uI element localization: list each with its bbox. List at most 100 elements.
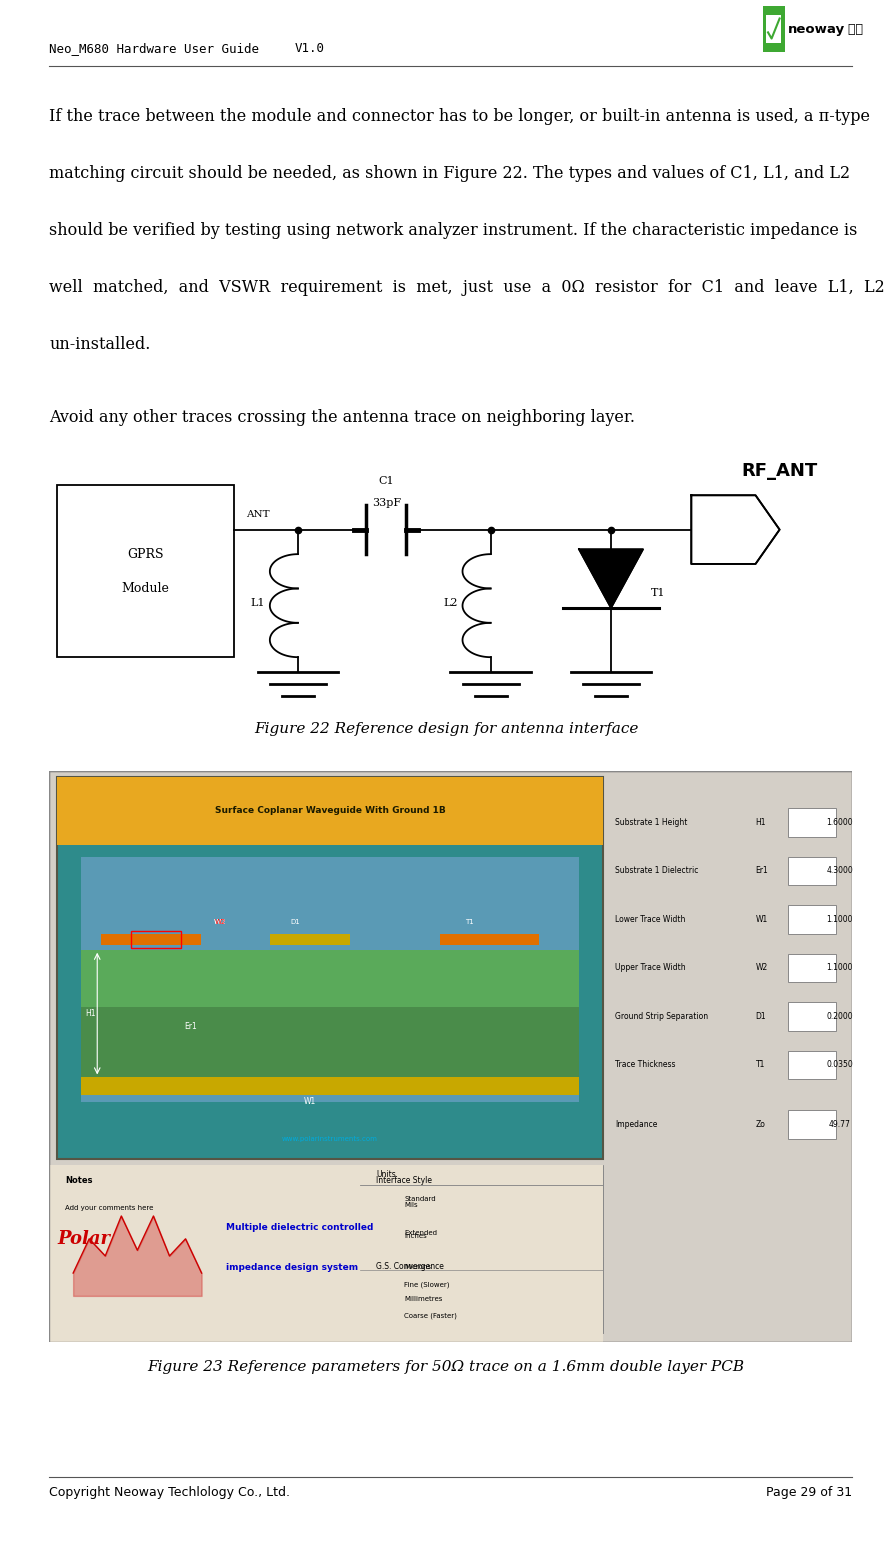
Text: Ground Strip Separation: Ground Strip Separation	[615, 1012, 708, 1021]
Bar	[788, 1002, 836, 1030]
Text: Add your comments here: Add your comments here	[65, 1204, 153, 1210]
Text: Upper Trace Width: Upper Trace Width	[615, 964, 686, 973]
Text: matching circuit should be needed, as shown in Figure 22. The types and values o: matching circuit should be needed, as sh…	[49, 165, 850, 182]
Bar	[270, 934, 350, 945]
Circle shape	[373, 1277, 395, 1292]
Circle shape	[373, 1260, 395, 1275]
Text: Er1: Er1	[185, 1022, 197, 1032]
Text: Page 29 of 31: Page 29 of 31	[765, 1486, 852, 1499]
Bar	[766, 15, 781, 43]
Text: 0.0350: 0.0350	[827, 1061, 853, 1069]
Text: W1: W1	[756, 914, 768, 924]
Text: Microns: Microns	[404, 1264, 432, 1271]
Text: H1: H1	[86, 1008, 95, 1018]
Text: 0.2000: 0.2000	[827, 1012, 853, 1021]
Text: Figure 23 Reference parameters for 50Ω trace on a 1.6mm double layer PCB: Figure 23 Reference parameters for 50Ω t…	[147, 1360, 745, 1374]
Circle shape	[373, 1197, 395, 1212]
Text: Zo: Zo	[756, 1119, 765, 1129]
Text: D1: D1	[290, 919, 300, 925]
Circle shape	[379, 1295, 390, 1303]
Text: If the trace between the module and connector has to be longer, or built-in ante: If the trace between the module and conn…	[49, 108, 870, 125]
Bar	[763, 6, 785, 52]
Bar	[788, 856, 836, 885]
Text: Units: Units	[376, 1170, 396, 1180]
Bar	[57, 1164, 368, 1342]
Text: L1: L1	[251, 598, 265, 608]
Bar	[101, 934, 201, 945]
Text: Trace Thickness: Trace Thickness	[615, 1061, 675, 1069]
Text: Notes: Notes	[65, 1177, 93, 1186]
Circle shape	[373, 1190, 395, 1207]
Bar	[57, 486, 234, 657]
Text: T1: T1	[465, 919, 474, 925]
Bar	[57, 777, 603, 845]
Bar	[788, 808, 836, 837]
Bar	[440, 934, 539, 945]
Text: Millimetres: Millimetres	[404, 1295, 442, 1301]
Text: 49.77: 49.77	[829, 1119, 851, 1129]
Text: should be verified by testing using network analyzer instrument. If the characte: should be verified by testing using netw…	[49, 222, 857, 239]
Text: RF_ANT: RF_ANT	[741, 461, 818, 480]
Bar	[360, 1255, 603, 1332]
Bar	[788, 1110, 836, 1140]
Text: W2: W2	[756, 964, 768, 973]
Text: well  matched,  and  VSWR  requirement  is  met,  just  use  a  0Ω  resistor  fo: well matched, and VSWR requirement is me…	[49, 279, 885, 296]
Bar	[131, 931, 181, 948]
Text: L2: L2	[443, 598, 458, 608]
Circle shape	[373, 1226, 395, 1241]
Bar	[788, 905, 836, 933]
Circle shape	[373, 1227, 395, 1244]
Bar	[49, 1164, 603, 1342]
Bar	[788, 953, 836, 982]
Text: W2: W2	[214, 919, 227, 925]
Text: Impedance: Impedance	[615, 1119, 657, 1129]
Text: 有方: 有方	[844, 23, 863, 35]
Text: Figure 22 Reference design for antenna interface: Figure 22 Reference design for antenna i…	[254, 722, 638, 736]
Bar	[57, 777, 603, 1160]
Text: W1: W1	[304, 1098, 317, 1107]
Bar	[360, 1170, 603, 1251]
Bar	[81, 856, 579, 1103]
Text: 4.3000: 4.3000	[827, 867, 853, 876]
Text: Copyright Neoway Techlology Co., Ltd.: Copyright Neoway Techlology Co., Ltd.	[49, 1486, 290, 1499]
Text: Fine (Slower): Fine (Slower)	[404, 1281, 450, 1288]
Text: Inches: Inches	[404, 1234, 427, 1238]
Bar	[81, 1078, 579, 1095]
Circle shape	[379, 1280, 390, 1289]
Text: impedance design system: impedance design system	[226, 1263, 358, 1272]
Text: 1.1000: 1.1000	[827, 914, 853, 924]
Bar	[81, 950, 579, 1007]
Circle shape	[373, 1291, 395, 1306]
Text: V1.0: V1.0	[294, 42, 325, 54]
Text: Coarse (Faster): Coarse (Faster)	[404, 1312, 458, 1318]
Text: 1.6000: 1.6000	[827, 817, 853, 827]
Text: W2: W2	[215, 919, 227, 925]
Circle shape	[379, 1195, 390, 1203]
Text: Surface Coplanar Waveguide With Ground 1B: Surface Coplanar Waveguide With Ground 1…	[215, 806, 445, 816]
Text: 33pF: 33pF	[372, 498, 401, 507]
Bar	[360, 1164, 603, 1332]
Text: Avoid any other traces crossing the antenna trace on neighboring layer.: Avoid any other traces crossing the ante…	[49, 409, 635, 426]
Text: Substrate 1 Dielectric: Substrate 1 Dielectric	[615, 867, 698, 876]
Text: Mils: Mils	[404, 1201, 418, 1207]
Text: Polar: Polar	[57, 1231, 110, 1247]
Text: H1: H1	[756, 817, 766, 827]
Text: Interface Style: Interface Style	[376, 1177, 433, 1186]
Text: Substrate 1 Height: Substrate 1 Height	[615, 817, 688, 827]
Text: T1: T1	[756, 1061, 765, 1069]
Bar	[788, 1050, 836, 1079]
Circle shape	[373, 1308, 395, 1325]
Text: Neo_M680 Hardware User Guide: Neo_M680 Hardware User Guide	[49, 42, 259, 54]
Text: 1.1000: 1.1000	[827, 964, 853, 973]
Text: Lower Trace Width: Lower Trace Width	[615, 914, 685, 924]
Text: Multiple dielectric controlled: Multiple dielectric controlled	[226, 1223, 373, 1232]
Text: Module: Module	[121, 581, 169, 595]
Text: ANT: ANT	[246, 510, 269, 520]
Polygon shape	[691, 495, 780, 564]
Polygon shape	[579, 549, 643, 608]
Text: www.polarinstruments.com: www.polarinstruments.com	[282, 1136, 378, 1143]
Text: Standard: Standard	[404, 1197, 436, 1201]
Text: G.S. Convergence: G.S. Convergence	[376, 1261, 444, 1271]
Text: D1: D1	[756, 1012, 766, 1021]
Text: C1: C1	[378, 475, 394, 486]
